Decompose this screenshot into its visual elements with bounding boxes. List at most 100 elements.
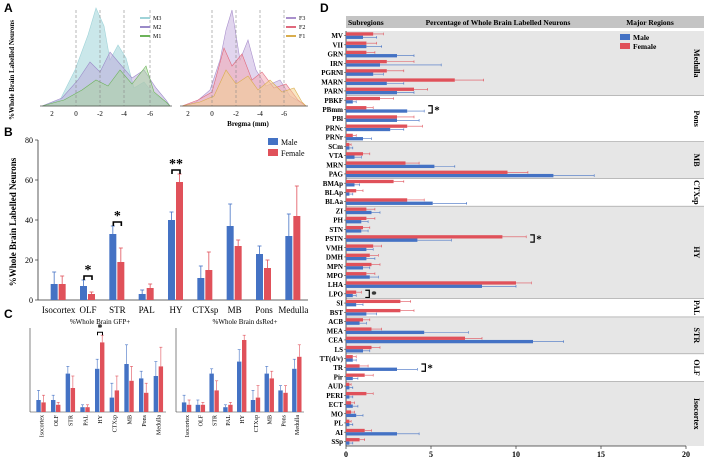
subregion-label: AUD (328, 383, 343, 391)
panel-a-letter: A (4, 1, 13, 15)
subregion-label: TT(d/v) (320, 355, 344, 363)
subregion-label: MPN (327, 263, 343, 271)
subregion-label: MARN (321, 78, 343, 86)
bar-male (346, 432, 397, 436)
subregion-label: DMH (326, 254, 344, 262)
panel-b-plot: 0 20 40 60 80 Isocortex OLF * STR * PAL HY ** CTXsp MB… (25, 136, 308, 315)
x-tick-label: STR (109, 305, 126, 315)
bar-male (346, 330, 425, 335)
subregion-label: SI (336, 300, 343, 308)
x-tick-label: Isocortex (39, 415, 45, 437)
bar-female (346, 438, 360, 442)
bar-male (195, 404, 201, 412)
bar-female (346, 290, 357, 294)
panel-a-left-plot: 2 0 -2 -4 -6 M3 M2 M1 (40, 7, 172, 118)
bar-male (346, 146, 350, 150)
x-tick-label: Pons (142, 414, 148, 426)
x-tick-label: Medulla (278, 305, 308, 315)
bar-male (346, 312, 367, 316)
y-tick-label: 0 (29, 296, 33, 305)
major-region-label: STR (692, 328, 701, 344)
bar-female (158, 366, 164, 412)
legend-male-swatch (620, 34, 630, 40)
panel-d: D Subregions Percentage of Whole Brain L… (320, 1, 704, 459)
bar-male (346, 349, 363, 353)
bar-female (146, 288, 154, 300)
legend-m2: M2 (153, 25, 161, 31)
legend-f1: F1 (299, 34, 305, 40)
bar-male (346, 220, 362, 224)
bar-female (346, 207, 367, 211)
bar-female (70, 388, 76, 412)
bar-male (209, 373, 214, 412)
y-tick-label: 20 (25, 256, 33, 265)
bar-female (346, 428, 365, 433)
x-tick-label: HY (170, 305, 183, 315)
subregion-label: ECT (329, 401, 344, 409)
major-region-label: MB (692, 154, 701, 168)
bar-male (346, 210, 372, 215)
bar-female (346, 391, 367, 396)
bar-male (346, 72, 374, 76)
x-tick-label: Pons (255, 305, 273, 315)
panel-a-ylabel: %Whole Brain Labelled Neurons (8, 20, 16, 120)
bar-female (346, 345, 372, 350)
bar-female (346, 152, 363, 156)
legend-female-swatch (620, 43, 630, 49)
bar-female (41, 402, 46, 412)
subregion-label: CEA (328, 337, 343, 345)
subregion-label: BLAp (325, 189, 343, 197)
bar-female (297, 356, 302, 412)
bar-female (346, 78, 455, 82)
subregion-label: PRNc (326, 124, 344, 132)
x-tick-label: Pons (281, 414, 287, 426)
subregion-label: TR (333, 364, 344, 372)
x-tick-label: 15 (597, 450, 605, 459)
bar-female (346, 225, 363, 230)
x-tick-label: STR (212, 415, 218, 426)
bar-female (346, 106, 367, 110)
header-subregions: Subregions (348, 18, 384, 27)
legend-m3: M3 (153, 16, 161, 22)
subregion-label: IRN (330, 60, 343, 68)
subregion-label: PRNr (326, 134, 344, 142)
bar-male (346, 35, 363, 39)
subregion-label: VMH (326, 244, 344, 252)
x-tick-label: OLF (199, 414, 205, 426)
region-band (346, 31, 704, 96)
bar-female (346, 262, 372, 267)
bar-female (346, 382, 350, 387)
subregion-label: ZI (336, 207, 344, 215)
bar-male (65, 373, 71, 412)
bar-male (346, 118, 397, 122)
subregion-label: SSp (331, 438, 343, 446)
bar-male (168, 220, 175, 300)
significance-star: * (427, 363, 433, 375)
bar-male (346, 339, 533, 344)
subregion-label: PL (334, 420, 343, 428)
bar-female (264, 268, 271, 300)
bar-male (346, 386, 350, 390)
legend-male-label: Male (633, 33, 650, 42)
bar-female (346, 327, 372, 331)
major-region-label: OLF (692, 359, 701, 376)
x-tick-label: CTXsp (254, 415, 260, 432)
x-tick-label: CTXsp (192, 305, 219, 315)
bar-male (346, 376, 353, 381)
trace-m1 (41, 65, 171, 107)
panel-a-xlabel: Bregma (mm) (227, 120, 269, 128)
x-tick-label: OLF (79, 305, 96, 315)
bar-male (153, 376, 159, 412)
subregion-label: PBl (332, 115, 343, 123)
bar-male (346, 266, 363, 270)
bar-female (346, 87, 414, 91)
bar-male (124, 364, 129, 412)
significance-star: * (536, 234, 542, 246)
bar-female (346, 373, 365, 377)
subregion-label: LPO (329, 290, 344, 298)
major-region-label: Isocortex (692, 398, 701, 430)
subregion-label: BST (330, 309, 344, 317)
subregion-label: PBmm (322, 106, 343, 114)
bar-female (228, 404, 233, 412)
